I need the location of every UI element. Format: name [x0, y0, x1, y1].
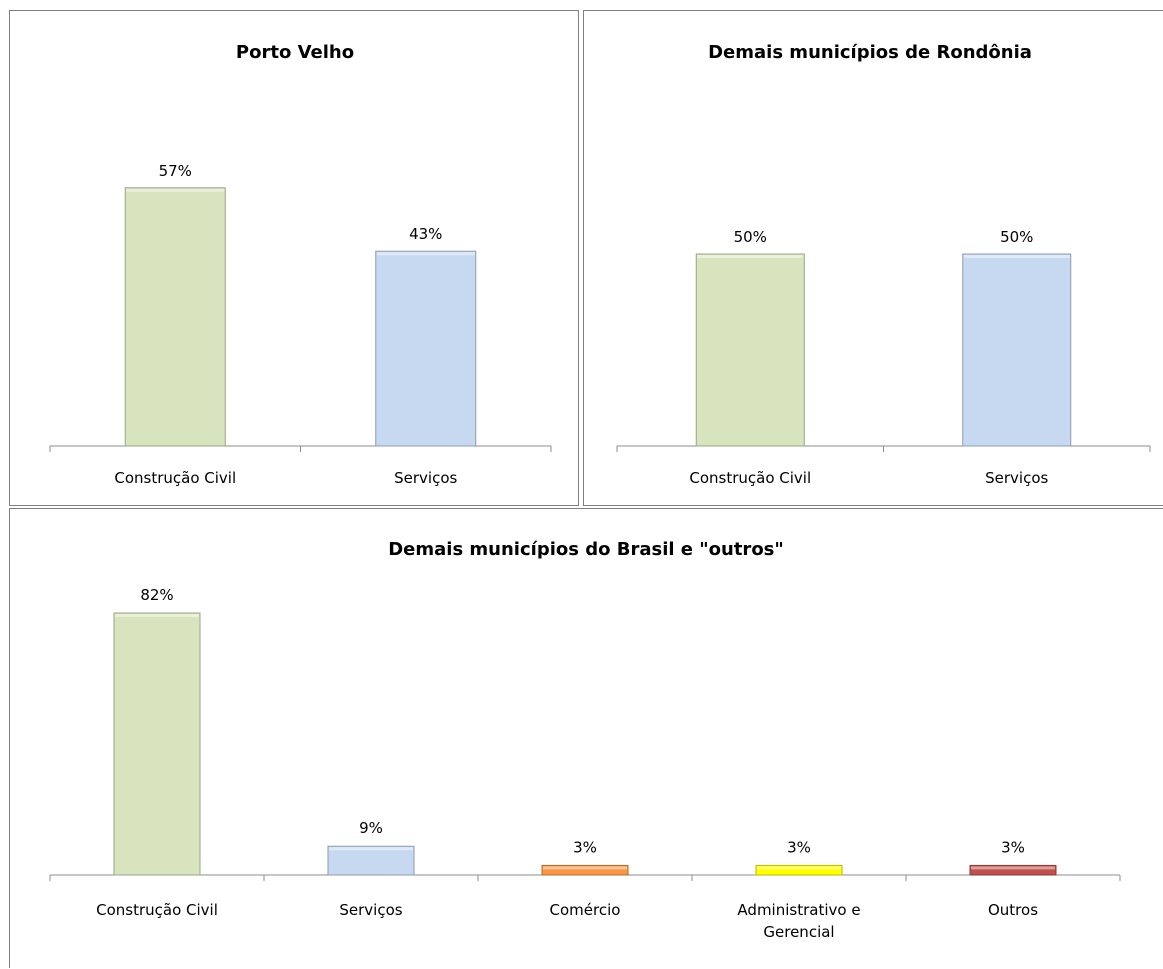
chart-panel-porto-velho: Porto Velho 57% Construção Civil 43% Serviç…	[9, 10, 579, 506]
bar-highlight	[757, 866, 841, 870]
bar-highlight	[963, 255, 1070, 258]
category-label: Serviços	[394, 469, 457, 487]
bar	[755, 864, 843, 876]
chart-title: Demais municípios do Brasil e "outros"	[388, 539, 784, 560]
data-label: 43%	[409, 225, 442, 243]
bar	[375, 250, 477, 447]
data-label: 9%	[359, 819, 383, 837]
chart-porto-velho: Porto Velho 57% Construção Civil 43% Serviç…	[49, 42, 552, 487]
chart-title: Demais municípios de Rondônia	[708, 42, 1032, 63]
bar	[113, 612, 201, 876]
chart-panel-brasil: Demais municípios do Brasil e "outros" 8…	[9, 508, 1163, 968]
chart-brasil: Demais municípios do Brasil e "outros" 8…	[49, 539, 1121, 941]
bar	[124, 187, 226, 447]
bar	[962, 253, 1072, 447]
category-label: Serviços	[339, 901, 402, 919]
bar-highlight	[697, 255, 804, 258]
category-label: Serviços	[985, 469, 1048, 487]
category-label: Construção Civil	[114, 469, 236, 487]
category-label: Administrativo e Gerencial	[737, 901, 860, 941]
data-label: 82%	[140, 586, 173, 604]
bar-highlight	[115, 614, 199, 618]
bar-highlight	[543, 866, 627, 870]
bar	[327, 845, 415, 876]
bar-highlight	[126, 188, 225, 192]
chart-panel-rondonia: Demais municípios de Rondônia 50% Constru…	[583, 10, 1163, 506]
bar	[541, 864, 629, 876]
data-label: 57%	[159, 162, 192, 180]
chart-title: Porto Velho	[236, 42, 354, 63]
bar-highlight	[971, 866, 1055, 870]
category-label: Construção Civil	[96, 901, 218, 919]
bar	[695, 253, 805, 447]
bar	[969, 864, 1057, 876]
data-label: 50%	[734, 228, 767, 246]
bar-highlight	[329, 847, 413, 851]
category-label: Comércio	[550, 901, 621, 919]
data-label: 3%	[573, 838, 597, 856]
category-label: Outros	[988, 901, 1038, 919]
chart-rondonia: Demais municípios de Rondônia 50% Constru…	[616, 42, 1151, 487]
category-label: Construção Civil	[689, 469, 811, 487]
data-label: 3%	[787, 838, 811, 856]
bar-highlight	[376, 252, 475, 256]
data-label: 3%	[1001, 838, 1025, 856]
data-label: 50%	[1000, 228, 1033, 246]
